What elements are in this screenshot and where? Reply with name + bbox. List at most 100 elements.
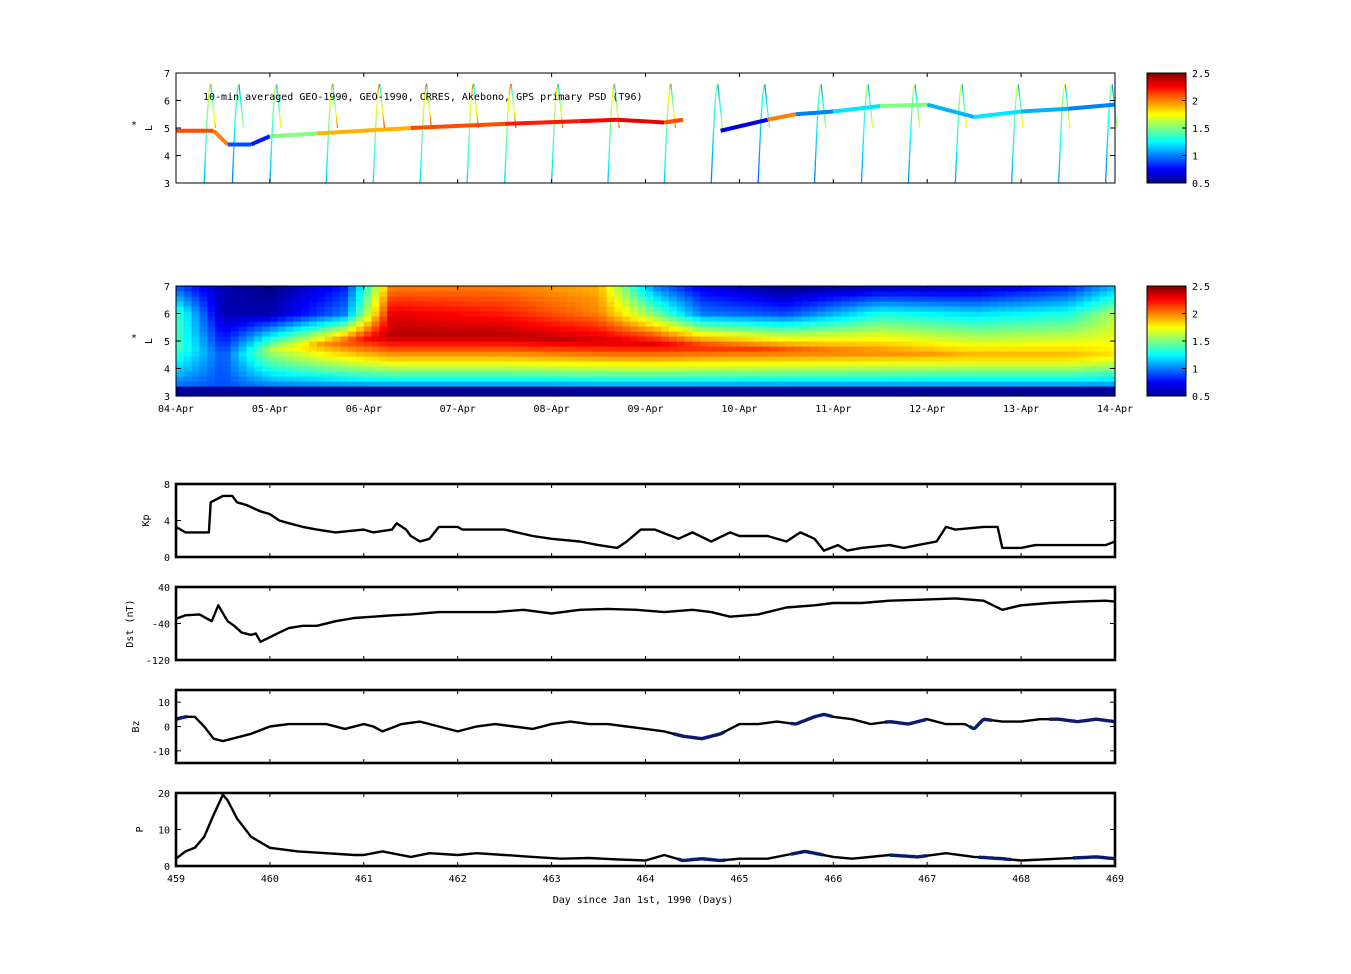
reanalysis-cell	[817, 376, 827, 382]
reanalysis-cell	[559, 316, 568, 322]
reanalysis-cell	[355, 361, 365, 367]
reanalysis-cell	[309, 331, 318, 337]
reanalysis-cell	[449, 346, 459, 352]
reanalysis-cell	[269, 326, 279, 332]
reanalysis-cell	[543, 361, 553, 367]
reanalysis-cell	[614, 336, 623, 342]
reanalysis-cell	[246, 316, 255, 322]
reanalysis-cell	[1091, 391, 1100, 397]
reanalysis-cell	[395, 311, 404, 317]
psd-reanalysis-cbar-label: 1	[1192, 365, 1198, 376]
reanalysis-cell	[575, 336, 584, 342]
reanalysis-cell	[958, 391, 967, 397]
reanalysis-cell	[786, 331, 795, 337]
reanalysis-cell	[802, 316, 811, 322]
reanalysis-cell	[473, 356, 482, 362]
reanalysis-cell	[496, 341, 506, 347]
reanalysis-cell	[958, 341, 967, 347]
reanalysis-cell	[434, 306, 443, 312]
reanalysis-cell	[895, 376, 905, 382]
solar-wind-pressure-xtick-label: 463	[543, 874, 561, 885]
reanalysis-cell	[230, 291, 240, 297]
reanalysis-cell	[1005, 311, 1014, 317]
reanalysis-cell	[715, 301, 725, 307]
reanalysis-cell	[1021, 311, 1030, 317]
reanalysis-cell	[1005, 291, 1014, 297]
reanalysis-cell	[426, 291, 435, 297]
reanalysis-cell	[449, 386, 459, 392]
reanalysis-cell	[222, 346, 232, 352]
reanalysis-cell	[1005, 296, 1014, 302]
reanalysis-cell	[410, 356, 420, 362]
reanalysis-cell	[316, 321, 326, 327]
reanalysis-cell	[942, 316, 952, 322]
reanalysis-cell	[215, 336, 224, 342]
reanalysis-cell	[856, 346, 866, 352]
reanalysis-cell	[817, 306, 827, 312]
reanalysis-cell	[809, 331, 819, 337]
reanalysis-cell	[1099, 286, 1108, 292]
reanalysis-cell	[504, 326, 514, 332]
reanalysis-cell	[739, 371, 748, 377]
reanalysis-cell	[340, 326, 349, 332]
reanalysis-cell	[723, 296, 733, 302]
reanalysis-cell	[465, 336, 474, 342]
reanalysis-cell	[950, 386, 960, 392]
reanalysis-cell	[1013, 291, 1022, 297]
reanalysis-cell	[637, 391, 647, 397]
reanalysis-cell	[332, 336, 341, 342]
reanalysis-cell	[833, 366, 842, 372]
reanalysis-cell	[340, 336, 349, 342]
reanalysis-cell	[762, 361, 772, 367]
reanalysis-cell	[833, 346, 842, 352]
reanalysis-cell	[293, 306, 302, 312]
reanalysis-cell	[841, 326, 850, 332]
reanalysis-cell	[1083, 381, 1093, 387]
reanalysis-cell	[614, 306, 623, 312]
reanalysis-cell	[582, 326, 592, 332]
reanalysis-cell	[309, 316, 318, 322]
reanalysis-cell	[238, 356, 248, 362]
reanalysis-cell	[457, 391, 467, 397]
reanalysis-cell	[731, 301, 740, 307]
reanalysis-cell	[653, 391, 662, 397]
reanalysis-cell	[692, 366, 701, 372]
psd-reanalysis-panel: 04-Apr 05-Apr 06-Apr 07-Apr 08-Apr 09-Apr 10-A…	[131, 282, 1210, 415]
reanalysis-cell	[708, 351, 717, 357]
reanalysis-cell	[1091, 311, 1100, 317]
reanalysis-cell	[449, 301, 459, 307]
reanalysis-cell	[442, 316, 451, 322]
reanalysis-cell	[238, 371, 248, 377]
reanalysis-cell	[543, 286, 553, 292]
reanalysis-cell	[535, 391, 545, 397]
reanalysis-cell	[700, 356, 709, 362]
reanalysis-cell	[1075, 316, 1085, 322]
reanalysis-cell	[489, 356, 498, 362]
reanalysis-cell	[355, 386, 365, 392]
reanalysis-cell	[653, 316, 662, 322]
reanalysis-cell	[1005, 326, 1014, 332]
reanalysis-cell	[222, 296, 232, 302]
reanalysis-cell	[856, 301, 866, 307]
reanalysis-cell	[262, 296, 271, 302]
reanalysis-cell	[653, 376, 662, 382]
reanalysis-cell	[1091, 321, 1100, 327]
reanalysis-cell	[520, 386, 529, 392]
reanalysis-cell	[418, 296, 427, 302]
reanalysis-cell	[762, 366, 772, 372]
reanalysis-cell	[942, 301, 952, 307]
reanalysis-cell	[442, 306, 451, 312]
reanalysis-cell	[316, 391, 326, 397]
reanalysis-cell	[927, 296, 936, 302]
reanalysis-cell	[489, 381, 498, 387]
reanalysis-cell	[880, 356, 889, 362]
reanalysis-cell	[1005, 321, 1014, 327]
reanalysis-cell	[269, 356, 279, 362]
reanalysis-cell	[426, 366, 435, 372]
reanalysis-cell	[997, 346, 1007, 352]
reanalysis-cell	[794, 326, 803, 332]
reanalysis-cell	[1083, 331, 1093, 337]
reanalysis-cell	[191, 301, 201, 307]
reanalysis-cell	[254, 356, 263, 362]
